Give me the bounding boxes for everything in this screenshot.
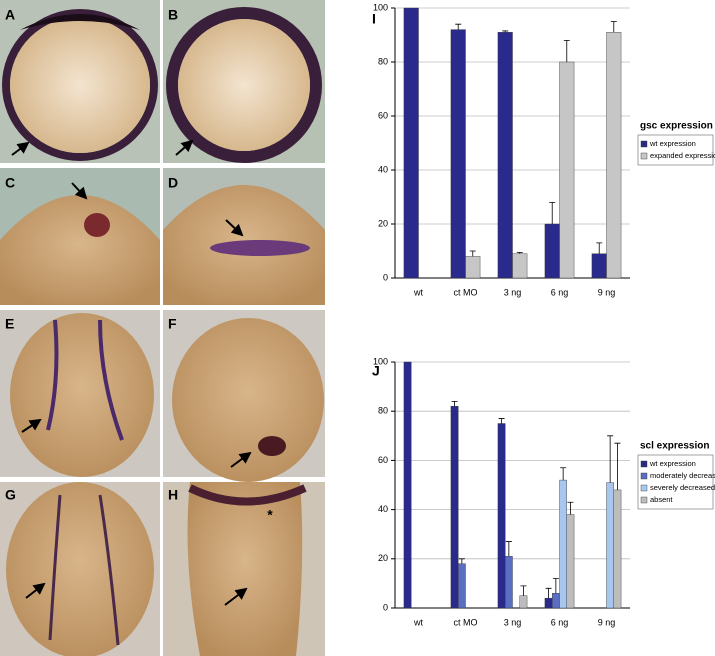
y-tick-label: 0 <box>383 602 388 612</box>
legend-swatch <box>640 460 648 468</box>
legend-swatch <box>640 484 648 492</box>
error-bar <box>610 21 617 33</box>
x-tick-label: wt <box>413 617 423 627</box>
legend-title: gsc expression <box>640 121 713 132</box>
panel-label: E <box>5 316 14 332</box>
bar <box>512 253 528 279</box>
legend-label: severely decreased <box>650 483 715 492</box>
y-tick-label: 80 <box>378 56 388 66</box>
legend-label: wt expression <box>649 459 696 468</box>
panel-label: A <box>5 7 15 23</box>
bar <box>606 32 622 279</box>
y-tick-label: 20 <box>378 553 388 563</box>
bar <box>552 593 560 609</box>
x-tick-label: 9 ng <box>598 617 616 627</box>
legend-box <box>637 134 714 166</box>
legend-label: wt expression <box>649 139 696 148</box>
bar <box>403 361 412 609</box>
panel-label: G <box>5 487 16 503</box>
panel-label: H <box>168 487 178 503</box>
error-bar <box>549 202 556 224</box>
x-tick-label: ct MO <box>454 287 478 297</box>
legend-label: moderately decreased <box>650 471 715 480</box>
panel-label: D <box>168 175 178 191</box>
error-bar <box>516 251 523 254</box>
error-bar <box>458 558 465 564</box>
y-tick-label: 60 <box>378 110 388 120</box>
bar <box>613 489 622 609</box>
bar <box>519 595 528 609</box>
legend-swatch <box>640 140 648 148</box>
panel-label: J <box>372 363 380 379</box>
error-bar <box>596 242 603 254</box>
bar <box>566 514 575 609</box>
y-tick-label: 100 <box>373 356 388 366</box>
error-bar <box>563 40 570 62</box>
legend-swatch <box>640 152 648 160</box>
x-tick-label: 9 ng <box>598 287 616 297</box>
bar <box>450 29 466 279</box>
bar <box>559 61 575 279</box>
photos <box>0 0 325 656</box>
bar <box>497 32 513 279</box>
bar <box>544 597 553 609</box>
legend-box <box>637 454 714 510</box>
asterisk: * <box>267 507 273 523</box>
error-bar <box>545 587 552 599</box>
error-bar <box>451 400 458 407</box>
bar <box>465 256 481 279</box>
legend-swatch <box>640 496 648 504</box>
y-tick-label: 0 <box>383 272 388 282</box>
error-bar <box>520 585 527 596</box>
y-tick-label: 20 <box>378 218 388 228</box>
error-bar <box>607 435 614 483</box>
legend-swatch <box>640 472 648 480</box>
bar <box>559 479 567 609</box>
error-bar <box>502 30 509 33</box>
legend-label: expanded expression <box>650 151 715 160</box>
error-bar <box>455 23 462 30</box>
x-tick-label: ct MO <box>454 617 478 627</box>
error-bar <box>552 578 559 594</box>
x-tick-label: 6 ng <box>551 617 569 627</box>
x-tick-label: 3 ng <box>504 287 522 297</box>
error-bar <box>505 541 512 557</box>
legend-label: absent <box>650 495 673 504</box>
error-bar <box>614 442 621 490</box>
y-tick-label: 40 <box>378 164 388 174</box>
error-bar <box>498 418 505 424</box>
bar <box>591 253 607 279</box>
panel-label: B <box>168 7 178 23</box>
bar <box>606 482 614 609</box>
error-bar <box>469 250 476 257</box>
panel-label: C <box>5 175 15 191</box>
x-tick-label: 6 ng <box>551 287 569 297</box>
bar <box>497 423 506 609</box>
error-bar <box>560 467 567 481</box>
y-tick-label: 100 <box>373 2 388 12</box>
y-tick-label: 60 <box>378 455 388 465</box>
bar <box>403 7 419 279</box>
x-tick-label: 3 ng <box>504 617 522 627</box>
bar <box>544 223 560 279</box>
y-tick-label: 80 <box>378 406 388 416</box>
legend-title: scl expression <box>640 441 709 452</box>
x-tick-label: wt <box>413 287 423 297</box>
bar <box>458 563 466 609</box>
bar <box>505 556 513 609</box>
bar <box>450 406 459 609</box>
error-bar <box>567 501 574 515</box>
panel-label: I <box>372 11 376 27</box>
panel-label: F <box>168 316 177 332</box>
y-tick-label: 40 <box>378 504 388 514</box>
